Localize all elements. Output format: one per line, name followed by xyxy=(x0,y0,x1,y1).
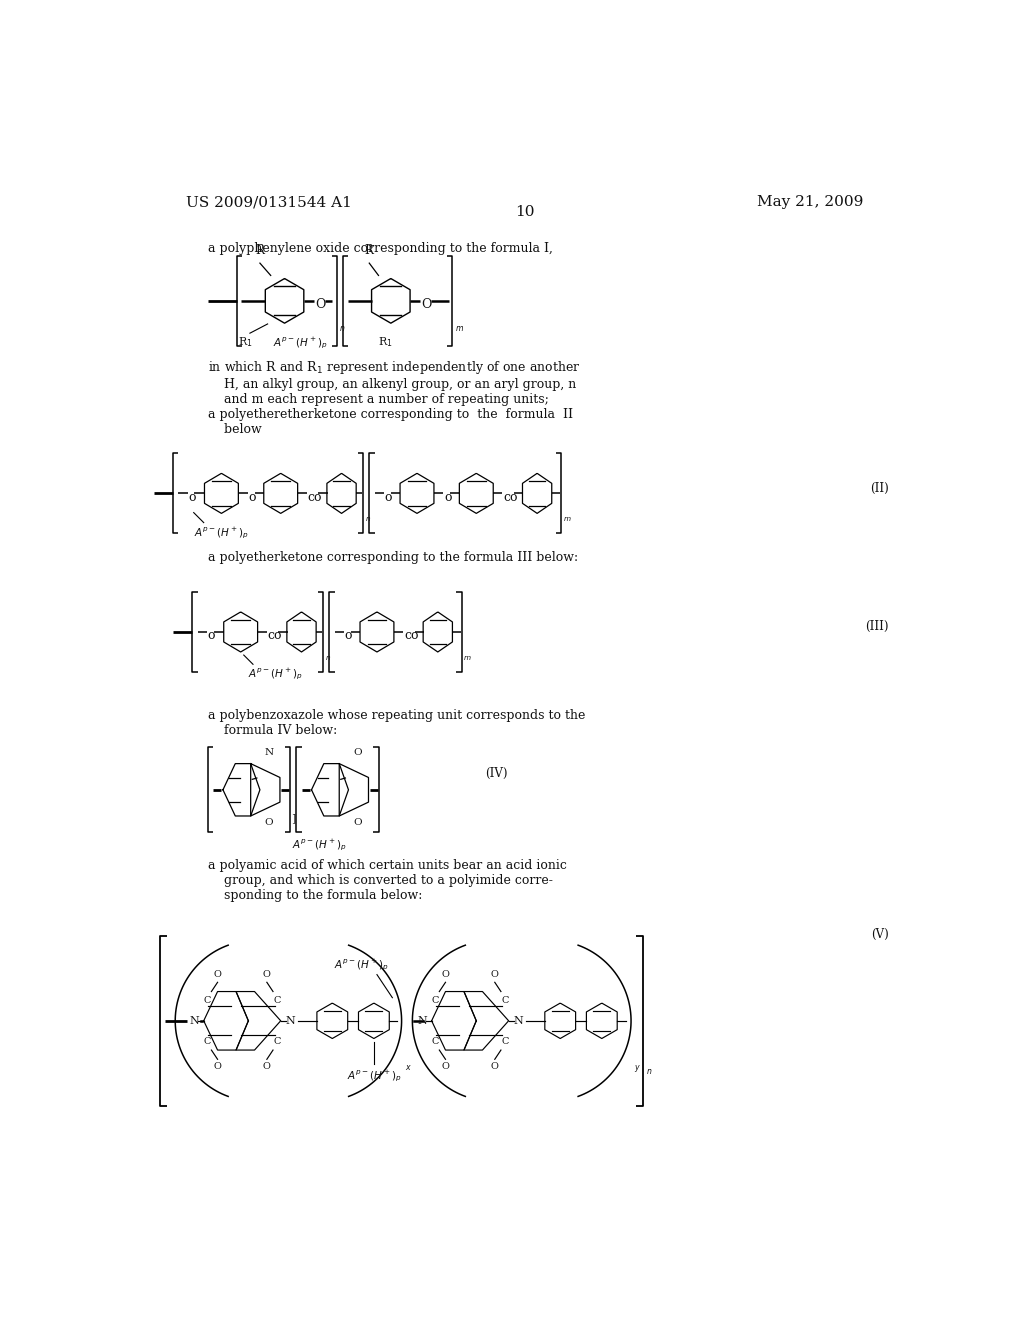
Text: N: N xyxy=(285,1016,295,1026)
Text: N: N xyxy=(189,1016,200,1026)
Text: O: O xyxy=(490,1063,499,1072)
Text: $_m$: $_m$ xyxy=(562,515,571,524)
Text: $A^{p-}(H^+)_p$: $A^{p-}(H^+)_p$ xyxy=(347,1069,401,1084)
Text: C: C xyxy=(203,995,211,1005)
Text: $A^{p-}(H^+)_p$: $A^{p-}(H^+)_p$ xyxy=(334,957,389,973)
Text: (IV): (IV) xyxy=(485,767,508,780)
Text: $A^{p-}(H^+)_p$: $A^{p-}(H^+)_p$ xyxy=(292,838,347,853)
Text: $_n$: $_n$ xyxy=(339,323,346,334)
Text: O: O xyxy=(265,817,273,826)
Text: O: O xyxy=(315,298,326,312)
Text: O: O xyxy=(353,817,362,826)
Text: C: C xyxy=(502,995,509,1005)
Text: o: o xyxy=(345,630,352,643)
Text: o: o xyxy=(385,491,392,504)
Text: $_n$: $_n$ xyxy=(646,1067,652,1077)
Text: C: C xyxy=(431,995,438,1005)
Text: C: C xyxy=(203,1038,211,1045)
Text: $_m$: $_m$ xyxy=(455,323,464,334)
Text: N: N xyxy=(418,1016,427,1026)
Text: o: o xyxy=(188,491,196,504)
Text: a polybenzoxazole whose repeating unit corresponds to the
    formula IV below:: a polybenzoxazole whose repeating unit c… xyxy=(208,709,585,737)
Text: a polyetherketone corresponding to the formula III below:: a polyetherketone corresponding to the f… xyxy=(208,552,578,564)
Text: o: o xyxy=(444,491,452,504)
Text: O: O xyxy=(214,1063,221,1072)
Text: $A^{p-}(H^+)_p$: $A^{p-}(H^+)_p$ xyxy=(273,335,328,351)
Text: O: O xyxy=(263,970,270,979)
Text: (III): (III) xyxy=(865,620,889,634)
Text: O: O xyxy=(353,748,362,758)
Text: $_x$: $_x$ xyxy=(404,1063,412,1073)
Text: $A^{p-}(H^+)_p$: $A^{p-}(H^+)_p$ xyxy=(249,667,303,682)
Text: R: R xyxy=(255,244,264,257)
Text: o: o xyxy=(208,630,215,643)
Text: 10: 10 xyxy=(515,205,535,219)
Text: in which R and R$_1$ represent independently of one another
    H, an alkyl grou: in which R and R$_1$ represent independe… xyxy=(208,359,581,436)
Text: N: N xyxy=(264,748,273,758)
Text: (II): (II) xyxy=(870,482,889,495)
Text: O: O xyxy=(214,970,221,979)
Text: R$_1$: R$_1$ xyxy=(239,335,253,350)
Text: O: O xyxy=(263,1063,270,1072)
Text: C: C xyxy=(431,1038,438,1045)
Text: co: co xyxy=(403,630,419,643)
Text: US 2009/0131544 A1: US 2009/0131544 A1 xyxy=(186,195,352,210)
Text: R: R xyxy=(365,244,374,257)
Text: C: C xyxy=(502,1038,509,1045)
Text: ]: ] xyxy=(292,813,296,822)
Text: May 21, 2009: May 21, 2009 xyxy=(757,195,863,210)
Text: $_n$: $_n$ xyxy=(325,653,331,663)
Text: co: co xyxy=(267,630,283,643)
Text: o: o xyxy=(249,491,256,504)
Text: O: O xyxy=(422,298,432,312)
Text: a polyamic acid of which certain units bear an acid ionic
    group, and which i: a polyamic acid of which certain units b… xyxy=(208,859,566,902)
Text: $_m$: $_m$ xyxy=(463,653,472,663)
Text: O: O xyxy=(490,970,499,979)
Text: C: C xyxy=(274,995,282,1005)
Text: N: N xyxy=(513,1016,522,1026)
Text: $_y$: $_y$ xyxy=(634,1063,641,1076)
Text: $_n$: $_n$ xyxy=(365,515,371,524)
Text: O: O xyxy=(441,970,450,979)
Text: co: co xyxy=(307,491,323,504)
Text: $A^{p-}(H^+)_p$: $A^{p-}(H^+)_p$ xyxy=(194,525,248,541)
Text: a polyphenylene oxide corresponding to the formula I,: a polyphenylene oxide corresponding to t… xyxy=(208,242,552,255)
Text: O: O xyxy=(441,1063,450,1072)
Text: (V): (V) xyxy=(871,928,889,941)
Text: C: C xyxy=(274,1038,282,1045)
Text: co: co xyxy=(503,491,518,504)
Text: R$_1$: R$_1$ xyxy=(378,335,392,350)
